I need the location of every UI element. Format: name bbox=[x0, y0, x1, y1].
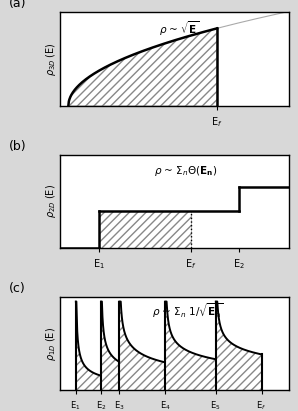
Y-axis label: $\rho_{2D}$ (E): $\rho_{2D}$ (E) bbox=[44, 185, 58, 218]
Text: $\rho$ ~ $\Sigma_n\Theta(\mathbf{E_n})$: $\rho$ ~ $\Sigma_n\Theta(\mathbf{E_n})$ bbox=[154, 164, 218, 178]
Text: $\rho$ ~ $\Sigma_n$ 1/$\sqrt{\mathbf{E_n}}$: $\rho$ ~ $\Sigma_n$ 1/$\sqrt{\mathbf{E_n… bbox=[152, 302, 224, 320]
Y-axis label: $\rho_{1D}$ (E): $\rho_{1D}$ (E) bbox=[44, 327, 58, 361]
Text: (a): (a) bbox=[9, 0, 27, 10]
Text: (c): (c) bbox=[9, 282, 26, 295]
Text: $\rho$ ~ $\sqrt{\mathbf{E}}$: $\rho$ ~ $\sqrt{\mathbf{E}}$ bbox=[159, 20, 199, 39]
Y-axis label: $\rho_{3D}$ (E): $\rho_{3D}$ (E) bbox=[44, 42, 58, 76]
Text: (b): (b) bbox=[9, 140, 27, 153]
